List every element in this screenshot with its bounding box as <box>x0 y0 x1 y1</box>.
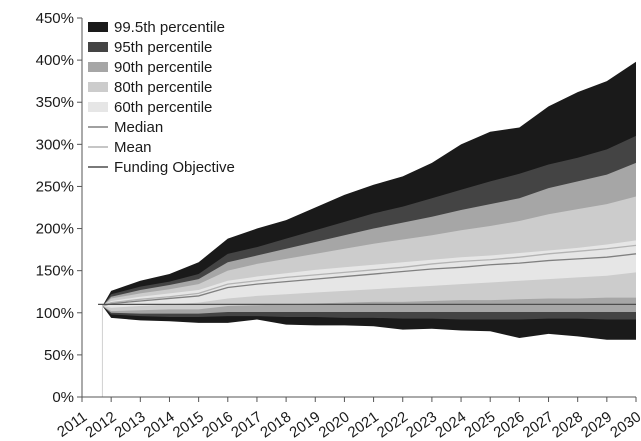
legend-swatch-90th-percentile <box>88 62 108 72</box>
y-tick-label: 200% <box>36 221 74 238</box>
legend-label-funding-objective: Funding Objective <box>114 159 235 176</box>
line-median <box>102 253 637 307</box>
legend-label-60th-percentile: 60th percentile <box>114 99 212 116</box>
trend-lines <box>98 244 637 397</box>
y-tick-label: 50% <box>44 347 74 364</box>
legend-label-median: Median <box>114 119 163 136</box>
legend-label-95th-percentile: 95th percentile <box>114 39 212 56</box>
y-tick-label: 250% <box>36 178 74 195</box>
axes <box>81 18 636 398</box>
y-tick-label: 350% <box>36 94 74 111</box>
y-tick-label: 450% <box>36 10 74 27</box>
x-tick-label: 2030 <box>607 408 641 441</box>
y-tick-label: 100% <box>36 305 74 322</box>
legend-swatch-95th-percentile <box>88 42 108 52</box>
legend-label-80th-percentile: 80th percentile <box>114 79 212 96</box>
y-tick-label: 300% <box>36 136 74 153</box>
y-tick-label: 0% <box>52 389 74 406</box>
y-tick-label: 150% <box>36 263 74 280</box>
legend-label-90th-percentile: 90th percentile <box>114 59 212 76</box>
legend-swatch-80th-percentile <box>88 82 108 92</box>
y-tick-label: 400% <box>36 52 74 69</box>
legend-swatch-99-5th-percentile <box>88 22 108 32</box>
legend-swatch-60th-percentile <box>88 102 108 112</box>
line-mean <box>102 244 637 307</box>
legend-label-mean: Mean <box>114 139 152 156</box>
legend: 99.5th percentile 95th percentile 90th per… <box>88 19 235 176</box>
y-axis-ticks: 0% 50% 100% 150% 200% 250% 300% 350% 400% 450% <box>36 10 82 406</box>
legend-label-99-5th-percentile: 99.5th percentile <box>114 19 225 36</box>
x-axis-ticks: 2011201220132014201520162017201820192020… <box>54 397 641 441</box>
